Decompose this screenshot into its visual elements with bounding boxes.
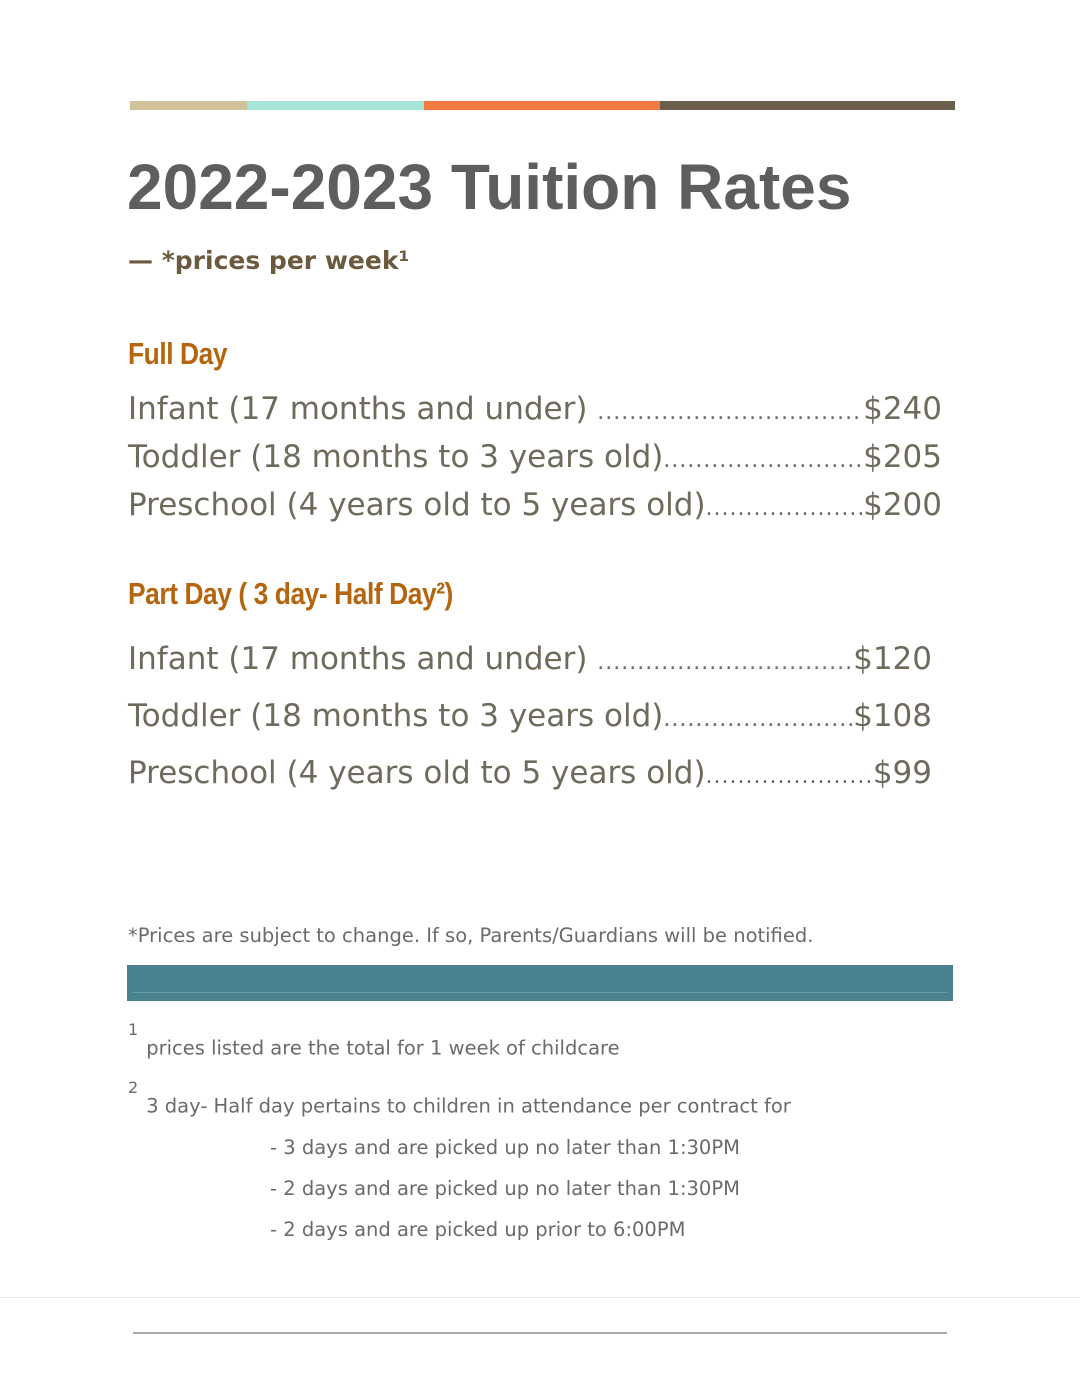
footnote-text: prices listed are the total for 1 week o… [146,1036,620,1060]
rate-price: $108 [853,698,932,734]
footnote-bullet: - 2 days and are picked up no later than… [270,1177,740,1200]
section-heading: Part Day ( 3 day- Half Day²) [128,576,453,611]
footnote: 1 prices listed are the total for 1 week … [128,1020,620,1060]
rate-label: Infant (17 months and under) [128,391,598,427]
stripe [660,101,955,110]
title: 2022-2023 Tuition Rates [127,151,852,223]
rate-label: Toddler (18 months to 3 years old) [128,698,664,734]
rule [0,1297,1080,1298]
rate-label: Preschool (4 years old to 5 years old) [128,487,706,523]
footnote-marker: 2 [128,1078,139,1097]
leader [706,484,864,515]
leader [597,388,863,419]
divider-bar [127,965,953,1001]
footnote-bullet: - 3 days and are picked up no later than… [270,1136,740,1159]
rate-row: Infant (17 months and under) $120 [128,638,932,677]
stripe [424,101,660,110]
rule [133,1332,947,1334]
rate-row: Toddler (18 months to 3 years old) $205 [128,436,942,475]
rate-row: Preschool (4 years old to 5 years old) $9… [128,752,932,791]
rate-price: $99 [872,755,932,791]
section-heading: Full Day [128,336,228,371]
leader [663,436,863,467]
footnote: 2 3 day- Half day pertains to children in… [128,1078,791,1118]
note: *Prices are subject to change. If so, Pa… [128,924,814,947]
rate-row: Infant (17 months and under) $240 [128,388,942,427]
rate-price: $120 [853,641,932,677]
leader [663,695,853,726]
leader [597,638,853,669]
rate-label: Infant (17 months and under) [128,641,598,677]
rate-price: $205 [863,439,942,475]
footnote-marker: 1 [128,1020,139,1039]
rate-price: $240 [863,391,942,427]
leader [706,752,873,783]
stripe [247,101,424,110]
stripe [130,101,247,110]
rate-row: Toddler (18 months to 3 years old) $108 [128,695,932,734]
rate-price: $200 [863,487,942,523]
divider-line [133,992,947,993]
rate-label: Preschool (4 years old to 5 years old) [128,755,706,791]
footnote-text: 3 day- Half day pertains to children in … [146,1094,791,1118]
subtitle: — *prices per week¹ [128,246,410,275]
rate-row: Preschool (4 years old to 5 years old) $2… [128,484,942,523]
footnote-bullet: - 2 days and are picked up prior to 6:00… [270,1218,686,1241]
rate-label: Toddler (18 months to 3 years old) [128,439,664,475]
